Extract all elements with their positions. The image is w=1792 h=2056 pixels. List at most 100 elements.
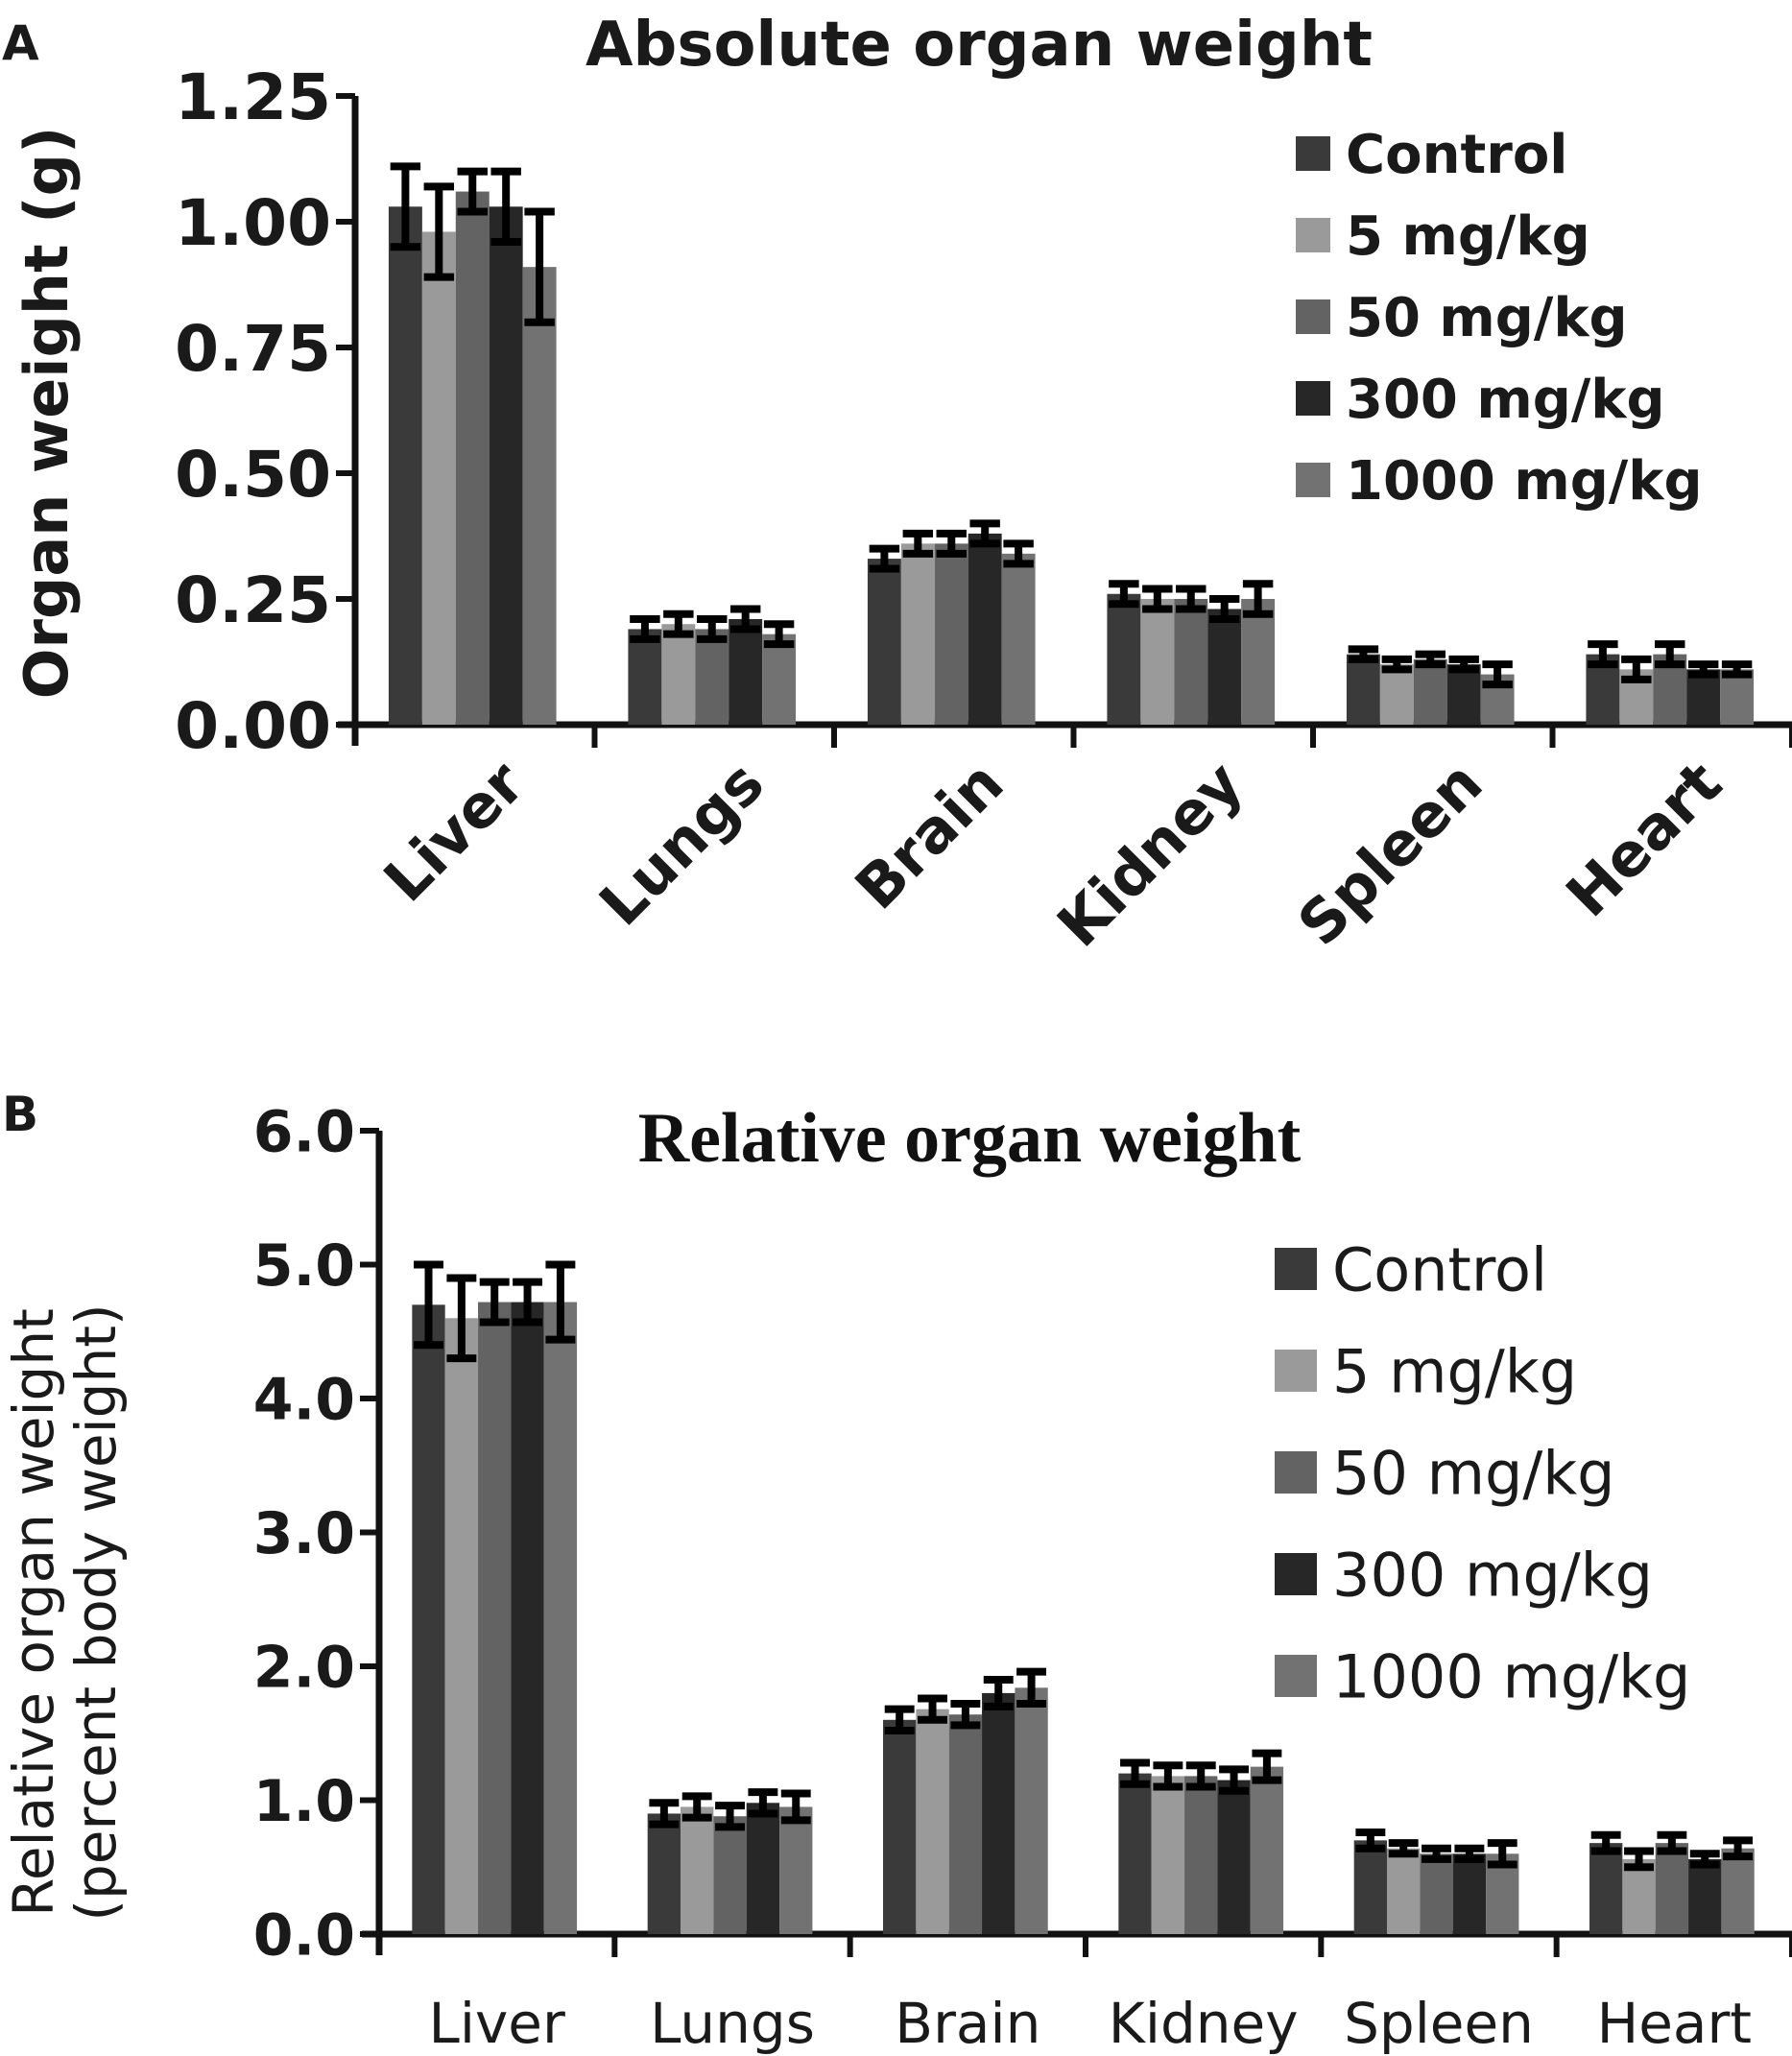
y-tick-label: 5.0 [253,1232,355,1300]
y-tick-label: 0.25 [175,563,331,637]
bar [1721,1848,1755,1934]
chart-title-b: Relative organ weight [638,1099,1302,1178]
bar [762,634,797,725]
bar [1655,1843,1689,1934]
legend-swatch [1275,1350,1317,1392]
bar [489,206,523,725]
bar [867,559,901,725]
bar [1207,609,1242,725]
x-tick-label: Liver [429,1991,565,2056]
bar [412,1304,445,1934]
bar [1184,1776,1218,1934]
bar [883,1719,917,1934]
y-tick-label: 1.00 [175,186,331,260]
y-tick-label: 0.50 [175,438,331,512]
legend-swatch [1296,136,1330,171]
plot-area-b: 0.0 1.0 2.0 3.0 4.0 5.0 6.0 Liver Lungs Brain Kidn… [253,1099,1792,2056]
x-tick-label: Liver [370,748,538,916]
legend-swatch [1296,299,1330,334]
chart-title-a: Absolute organ weight [585,10,1373,81]
legend-swatch [1296,218,1330,252]
y-tick-label: 1.25 [175,60,331,134]
bar [511,1302,544,1934]
legend-label: 50 mg/kg [1346,287,1628,349]
bar [1720,669,1755,725]
panel-label-a: A [2,15,39,71]
y-tick-label: 0.75 [175,312,331,386]
bar [1446,664,1481,725]
bar [1174,599,1208,725]
bar [478,1302,512,1934]
bar [779,1806,813,1934]
bar [647,1813,681,1934]
y-axis-label-b-line2: (percent body weight) [63,1303,129,1921]
bar [1353,1840,1388,1934]
legend-swatch [1296,381,1330,416]
bar [1622,1858,1656,1934]
legend-label: 1000 mg/kg [1332,1641,1690,1711]
bar [1420,1853,1453,1934]
bar [444,1318,479,1934]
y-tick-label: 0.00 [175,689,331,763]
bar [1001,553,1036,725]
x-tick-label: Lungs [585,748,777,939]
bar [661,624,696,725]
legend-swatch [1275,1655,1317,1697]
bar [948,1714,983,1934]
y-tick-label: 1.0 [253,1768,355,1835]
bar [1452,1853,1487,1934]
legend-swatch [1275,1451,1317,1494]
legend-label: 50 mg/kg [1332,1438,1615,1508]
bar [388,206,422,725]
legend-label: 300 mg/kg [1346,369,1665,431]
bar [746,1803,780,1934]
panel-label-b: B [2,1087,38,1142]
bar [900,543,935,725]
y-tick-label: 0.0 [253,1902,355,1970]
legend-swatch [1275,1553,1317,1595]
x-tick-label: Heart [1553,748,1735,930]
bar [1151,1776,1185,1934]
panel-b: B Relative organ weight Relative organ w… [1,1087,1792,2056]
bar [455,191,490,725]
y-axis-label-a: Organ weight (g) [12,127,82,700]
legend-label: 300 mg/kg [1332,1540,1653,1610]
x-tick-label: Kidney [1109,1991,1299,2056]
bar [1118,1773,1152,1934]
bar [713,1816,747,1934]
bar [1346,654,1380,725]
bar [1015,1687,1048,1934]
bar [916,1709,949,1934]
bar [1107,593,1141,725]
legend-swatch [1296,463,1330,497]
bar [1413,658,1447,725]
bar [1686,669,1721,725]
y-tick-label: 3.0 [253,1500,355,1567]
bar [934,543,968,725]
bar [1379,664,1414,725]
y-tick-label: 4.0 [253,1367,355,1434]
bar [628,629,662,725]
bar [1589,1843,1623,1934]
bar [1140,599,1175,725]
bar [1217,1780,1251,1934]
x-tick-label: Spleen [1344,1991,1534,2056]
legend-label: 5 mg/kg [1332,1336,1577,1406]
legend-swatch [1275,1248,1317,1290]
bar [1688,1858,1722,1934]
legend-label: Control [1332,1234,1547,1304]
bar [982,1692,1015,1934]
bar [1241,599,1276,725]
y-tick-label: 2.0 [253,1635,355,1702]
x-tick-label: Lungs [650,1991,815,2056]
bar [729,618,763,725]
x-tick-label: Kidney [1043,748,1256,961]
y-axis-label-b: Relative organ weight [1,1308,66,1917]
legend-label: Control [1346,124,1568,186]
x-tick-label: Brain [895,1991,1040,2056]
legend-label: 5 mg/kg [1346,205,1590,268]
x-tick-label: Heart [1597,1991,1752,2056]
panel-a: A Absolute organ weight Organ weight (g)… [2,10,1792,961]
bar [421,231,456,726]
